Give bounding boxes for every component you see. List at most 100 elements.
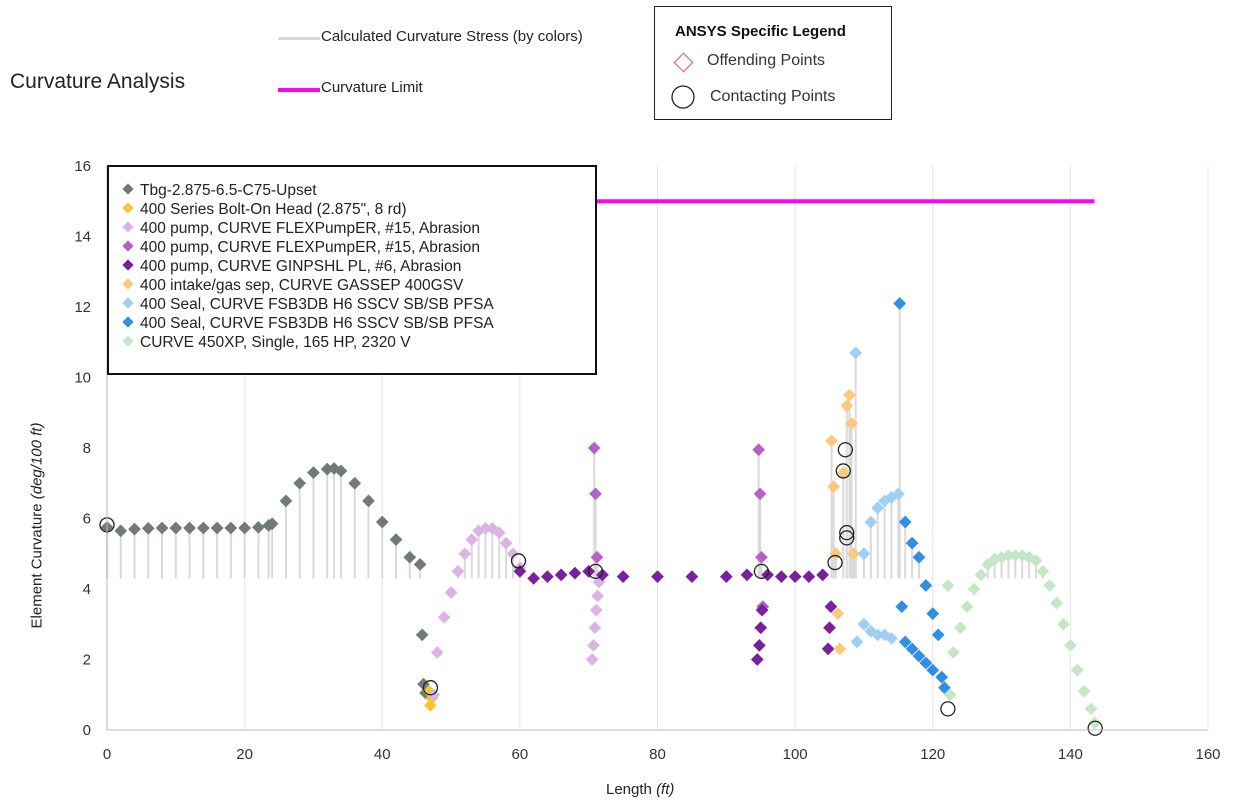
data-point bbox=[375, 515, 389, 529]
data-point bbox=[451, 565, 465, 578]
data-point bbox=[307, 466, 320, 480]
data-point bbox=[895, 600, 909, 613]
data-point bbox=[919, 579, 933, 592]
data-point bbox=[1084, 702, 1098, 716]
legend-item-label: 400 pump, CURVE GINPSHL PL, #6, Abrasion bbox=[140, 258, 462, 275]
data-point bbox=[788, 570, 802, 584]
data-point bbox=[740, 568, 754, 582]
data-point bbox=[651, 570, 664, 584]
legend-item: CURVE 450XP, Single, 165 HP, 2320 V bbox=[122, 333, 411, 352]
legend-item: 400 Seal, CURVE FSB3DB H6 SSCV SB/SB PFS… bbox=[122, 314, 494, 333]
x-tick-label: 80 bbox=[649, 746, 666, 763]
x-axis-label: Length (ft) bbox=[606, 781, 674, 798]
data-point bbox=[348, 476, 362, 490]
data-point bbox=[941, 579, 955, 592]
data-point bbox=[750, 653, 764, 666]
data-point bbox=[506, 547, 520, 561]
data-point bbox=[850, 635, 864, 649]
legend-stress: Calculated Curvature Stress (by colors) bbox=[278, 28, 583, 45]
contact-point bbox=[827, 554, 843, 571]
x-tick-label: 160 bbox=[1195, 746, 1220, 763]
data-point bbox=[444, 586, 458, 599]
diamond-icon bbox=[122, 278, 134, 290]
data-point bbox=[403, 550, 417, 564]
contacting-points bbox=[99, 442, 1103, 736]
contacting-label: Contacting Points bbox=[710, 88, 836, 105]
diamond-icon bbox=[122, 316, 134, 328]
data-point bbox=[196, 521, 210, 535]
y-tick-label: 14 bbox=[74, 229, 91, 246]
y-axis-unit: (deg/100 ft) bbox=[28, 422, 46, 500]
data-point bbox=[719, 570, 733, 584]
contact-point bbox=[837, 442, 854, 458]
diamond-icon bbox=[122, 183, 134, 195]
ansys-legend-title: ANSYS Specific Legend bbox=[675, 23, 846, 40]
x-tick-label: 60 bbox=[512, 746, 529, 763]
data-point bbox=[541, 570, 554, 584]
data-point bbox=[568, 566, 582, 580]
data-point bbox=[893, 297, 907, 310]
data-point bbox=[169, 521, 183, 535]
data-point bbox=[141, 522, 155, 535]
x-tick-label: 100 bbox=[783, 746, 808, 763]
data-point bbox=[587, 441, 601, 455]
data-point bbox=[960, 600, 974, 613]
data-point bbox=[905, 536, 919, 550]
y-tick-label: 8 bbox=[83, 440, 91, 457]
legend-item-label: 400 intake/gas sep, CURVE GASSEP 400GSV bbox=[140, 277, 464, 294]
contact-point bbox=[587, 563, 604, 580]
legend-limit: Curvature Limit bbox=[278, 79, 423, 96]
legend-item-label: 400 pump, CURVE FLEXPumpER, #15, Abrasio… bbox=[140, 220, 481, 237]
data-point bbox=[437, 610, 451, 624]
data-point bbox=[840, 399, 854, 413]
data-point bbox=[774, 570, 788, 584]
x-tick-label: 120 bbox=[920, 746, 945, 763]
contact-point bbox=[1087, 720, 1103, 736]
legend-item: 400 Series Bolt-On Head (2.875", 8 rd) bbox=[122, 200, 407, 219]
diamond-icon bbox=[122, 221, 134, 233]
data-point bbox=[843, 388, 856, 402]
data-point bbox=[898, 515, 912, 529]
data-point bbox=[413, 557, 427, 571]
legend-item-label: CURVE 450XP, Single, 165 HP, 2320 V bbox=[140, 334, 411, 351]
data-point bbox=[465, 533, 479, 547]
diamond-icon bbox=[122, 240, 134, 252]
data-point bbox=[935, 670, 949, 684]
contact-point bbox=[510, 553, 527, 569]
data-point bbox=[849, 346, 863, 360]
data-point bbox=[430, 646, 444, 659]
contact-point bbox=[940, 701, 956, 717]
legend-item-label: 400 Series Bolt-On Head (2.875", 8 rd) bbox=[140, 201, 407, 218]
data-point bbox=[616, 570, 630, 584]
data-point bbox=[1077, 684, 1091, 698]
data-point bbox=[279, 494, 293, 508]
data-point bbox=[238, 521, 251, 535]
data-point bbox=[587, 639, 600, 652]
data-point bbox=[752, 639, 766, 652]
data-point bbox=[293, 476, 307, 490]
x-tick-label: 40 bbox=[374, 746, 391, 763]
y-tick-label: 12 bbox=[74, 299, 91, 316]
data-point bbox=[128, 522, 141, 536]
legend-item: 400 Seal, CURVE FSB3DB H6 SSCV SB/SB PFS… bbox=[122, 295, 494, 314]
chart-title: Curvature Analysis bbox=[10, 70, 186, 93]
stress-swatch bbox=[278, 37, 320, 40]
contact-point bbox=[753, 563, 770, 580]
data-point bbox=[755, 550, 768, 564]
y-tick-label: 2 bbox=[83, 652, 91, 669]
data-point bbox=[754, 621, 768, 635]
data-point bbox=[816, 568, 830, 582]
contact-point bbox=[839, 524, 855, 541]
data-point bbox=[362, 494, 375, 508]
x-tick-label: 0 bbox=[103, 746, 111, 763]
data-point bbox=[931, 628, 945, 642]
legend-item: 400 pump, CURVE GINPSHL PL, #6, Abrasion bbox=[122, 257, 462, 276]
data-point bbox=[825, 434, 838, 448]
data-point bbox=[1070, 663, 1084, 677]
data-point bbox=[827, 480, 841, 494]
data-point bbox=[252, 520, 265, 534]
y-axis-label-text: Element Curvature bbox=[28, 503, 46, 629]
data-point bbox=[823, 621, 836, 635]
data-point bbox=[458, 547, 472, 561]
